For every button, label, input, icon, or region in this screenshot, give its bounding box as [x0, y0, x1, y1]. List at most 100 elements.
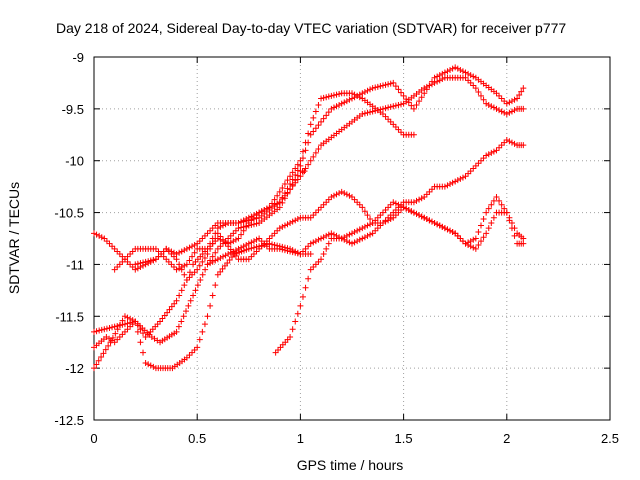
data-point	[250, 221, 257, 228]
data-point	[186, 244, 193, 251]
data-point	[372, 107, 379, 114]
data-point	[356, 201, 363, 208]
data-point	[413, 197, 420, 204]
data-point	[490, 104, 497, 111]
data-point	[212, 235, 219, 242]
data-point	[294, 216, 301, 223]
data-point	[390, 121, 397, 128]
data-point	[217, 254, 224, 261]
data-point	[364, 232, 371, 239]
data-point	[520, 240, 527, 247]
data-point	[173, 251, 180, 258]
data-point	[374, 214, 381, 221]
data-point	[470, 244, 477, 251]
data-point	[467, 79, 474, 86]
data-point	[279, 194, 286, 201]
data-point	[336, 90, 343, 97]
data-point	[372, 84, 379, 91]
data-point	[387, 201, 394, 208]
data-point	[299, 169, 306, 176]
data-point	[490, 148, 497, 155]
data-point	[454, 232, 461, 239]
data-point	[356, 91, 363, 98]
data-point	[418, 94, 425, 101]
data-point	[506, 214, 513, 221]
data-point	[498, 201, 505, 208]
data-point	[276, 204, 283, 211]
axis-ticks	[93, 56, 611, 421]
data-point	[320, 251, 327, 258]
data-point	[318, 256, 325, 263]
data-point	[498, 95, 505, 102]
data-point	[116, 251, 123, 258]
data-point	[287, 219, 294, 226]
data-point	[356, 226, 363, 233]
data-point	[385, 217, 392, 224]
data-point	[243, 223, 250, 230]
data-point	[299, 148, 306, 155]
data-point	[439, 76, 446, 83]
data-point	[222, 240, 229, 247]
data-point	[235, 235, 242, 242]
data-point	[485, 225, 492, 232]
data-point	[217, 223, 224, 230]
data-point	[449, 229, 456, 236]
data-point	[447, 66, 454, 73]
data-point	[310, 153, 317, 160]
data-point	[292, 171, 299, 178]
data-point	[508, 98, 515, 105]
data-point	[214, 225, 221, 232]
data-point	[114, 323, 121, 330]
data-point	[475, 160, 482, 167]
data-point	[323, 94, 330, 101]
data-point	[346, 239, 353, 246]
data-point	[385, 104, 392, 111]
data-point	[119, 258, 126, 265]
data-point	[361, 223, 368, 230]
data-point	[109, 324, 116, 331]
data-point	[307, 266, 314, 273]
data-point	[173, 328, 180, 335]
data-point	[343, 232, 350, 239]
data-point	[307, 121, 314, 128]
data-point	[470, 236, 477, 243]
data-point	[194, 240, 201, 247]
y-tick-label: -10.5	[54, 206, 84, 221]
data-point	[258, 238, 265, 245]
data-point	[385, 116, 392, 123]
x-tick-label: 0.5	[188, 431, 206, 446]
data-point	[405, 99, 412, 106]
data-point	[330, 192, 337, 199]
data-point	[310, 114, 317, 121]
data-point	[359, 90, 366, 97]
data-point	[441, 183, 448, 190]
data-point	[220, 253, 226, 260]
data-point	[225, 251, 232, 258]
data-point	[434, 221, 441, 228]
data-point	[359, 111, 366, 118]
data-point	[452, 178, 459, 185]
data-point	[488, 219, 495, 226]
series-2	[91, 168, 308, 346]
data-point	[364, 222, 371, 229]
data-point	[140, 330, 147, 337]
data-point	[256, 245, 263, 252]
data-point	[175, 323, 182, 330]
data-point	[183, 354, 190, 361]
data-point	[189, 243, 196, 250]
data-point	[514, 95, 521, 102]
data-point	[444, 226, 451, 233]
data-point	[127, 323, 134, 330]
data-point	[137, 339, 144, 346]
data-point	[258, 243, 265, 250]
data-point	[307, 240, 314, 247]
data-point	[197, 276, 204, 283]
data-point	[447, 227, 454, 234]
data-point	[178, 318, 185, 325]
x-tick-label: 1	[297, 431, 304, 446]
data-point	[155, 248, 162, 255]
data-point	[199, 271, 206, 278]
data-point	[145, 361, 152, 368]
data-point	[106, 240, 113, 247]
data-point	[238, 219, 245, 226]
